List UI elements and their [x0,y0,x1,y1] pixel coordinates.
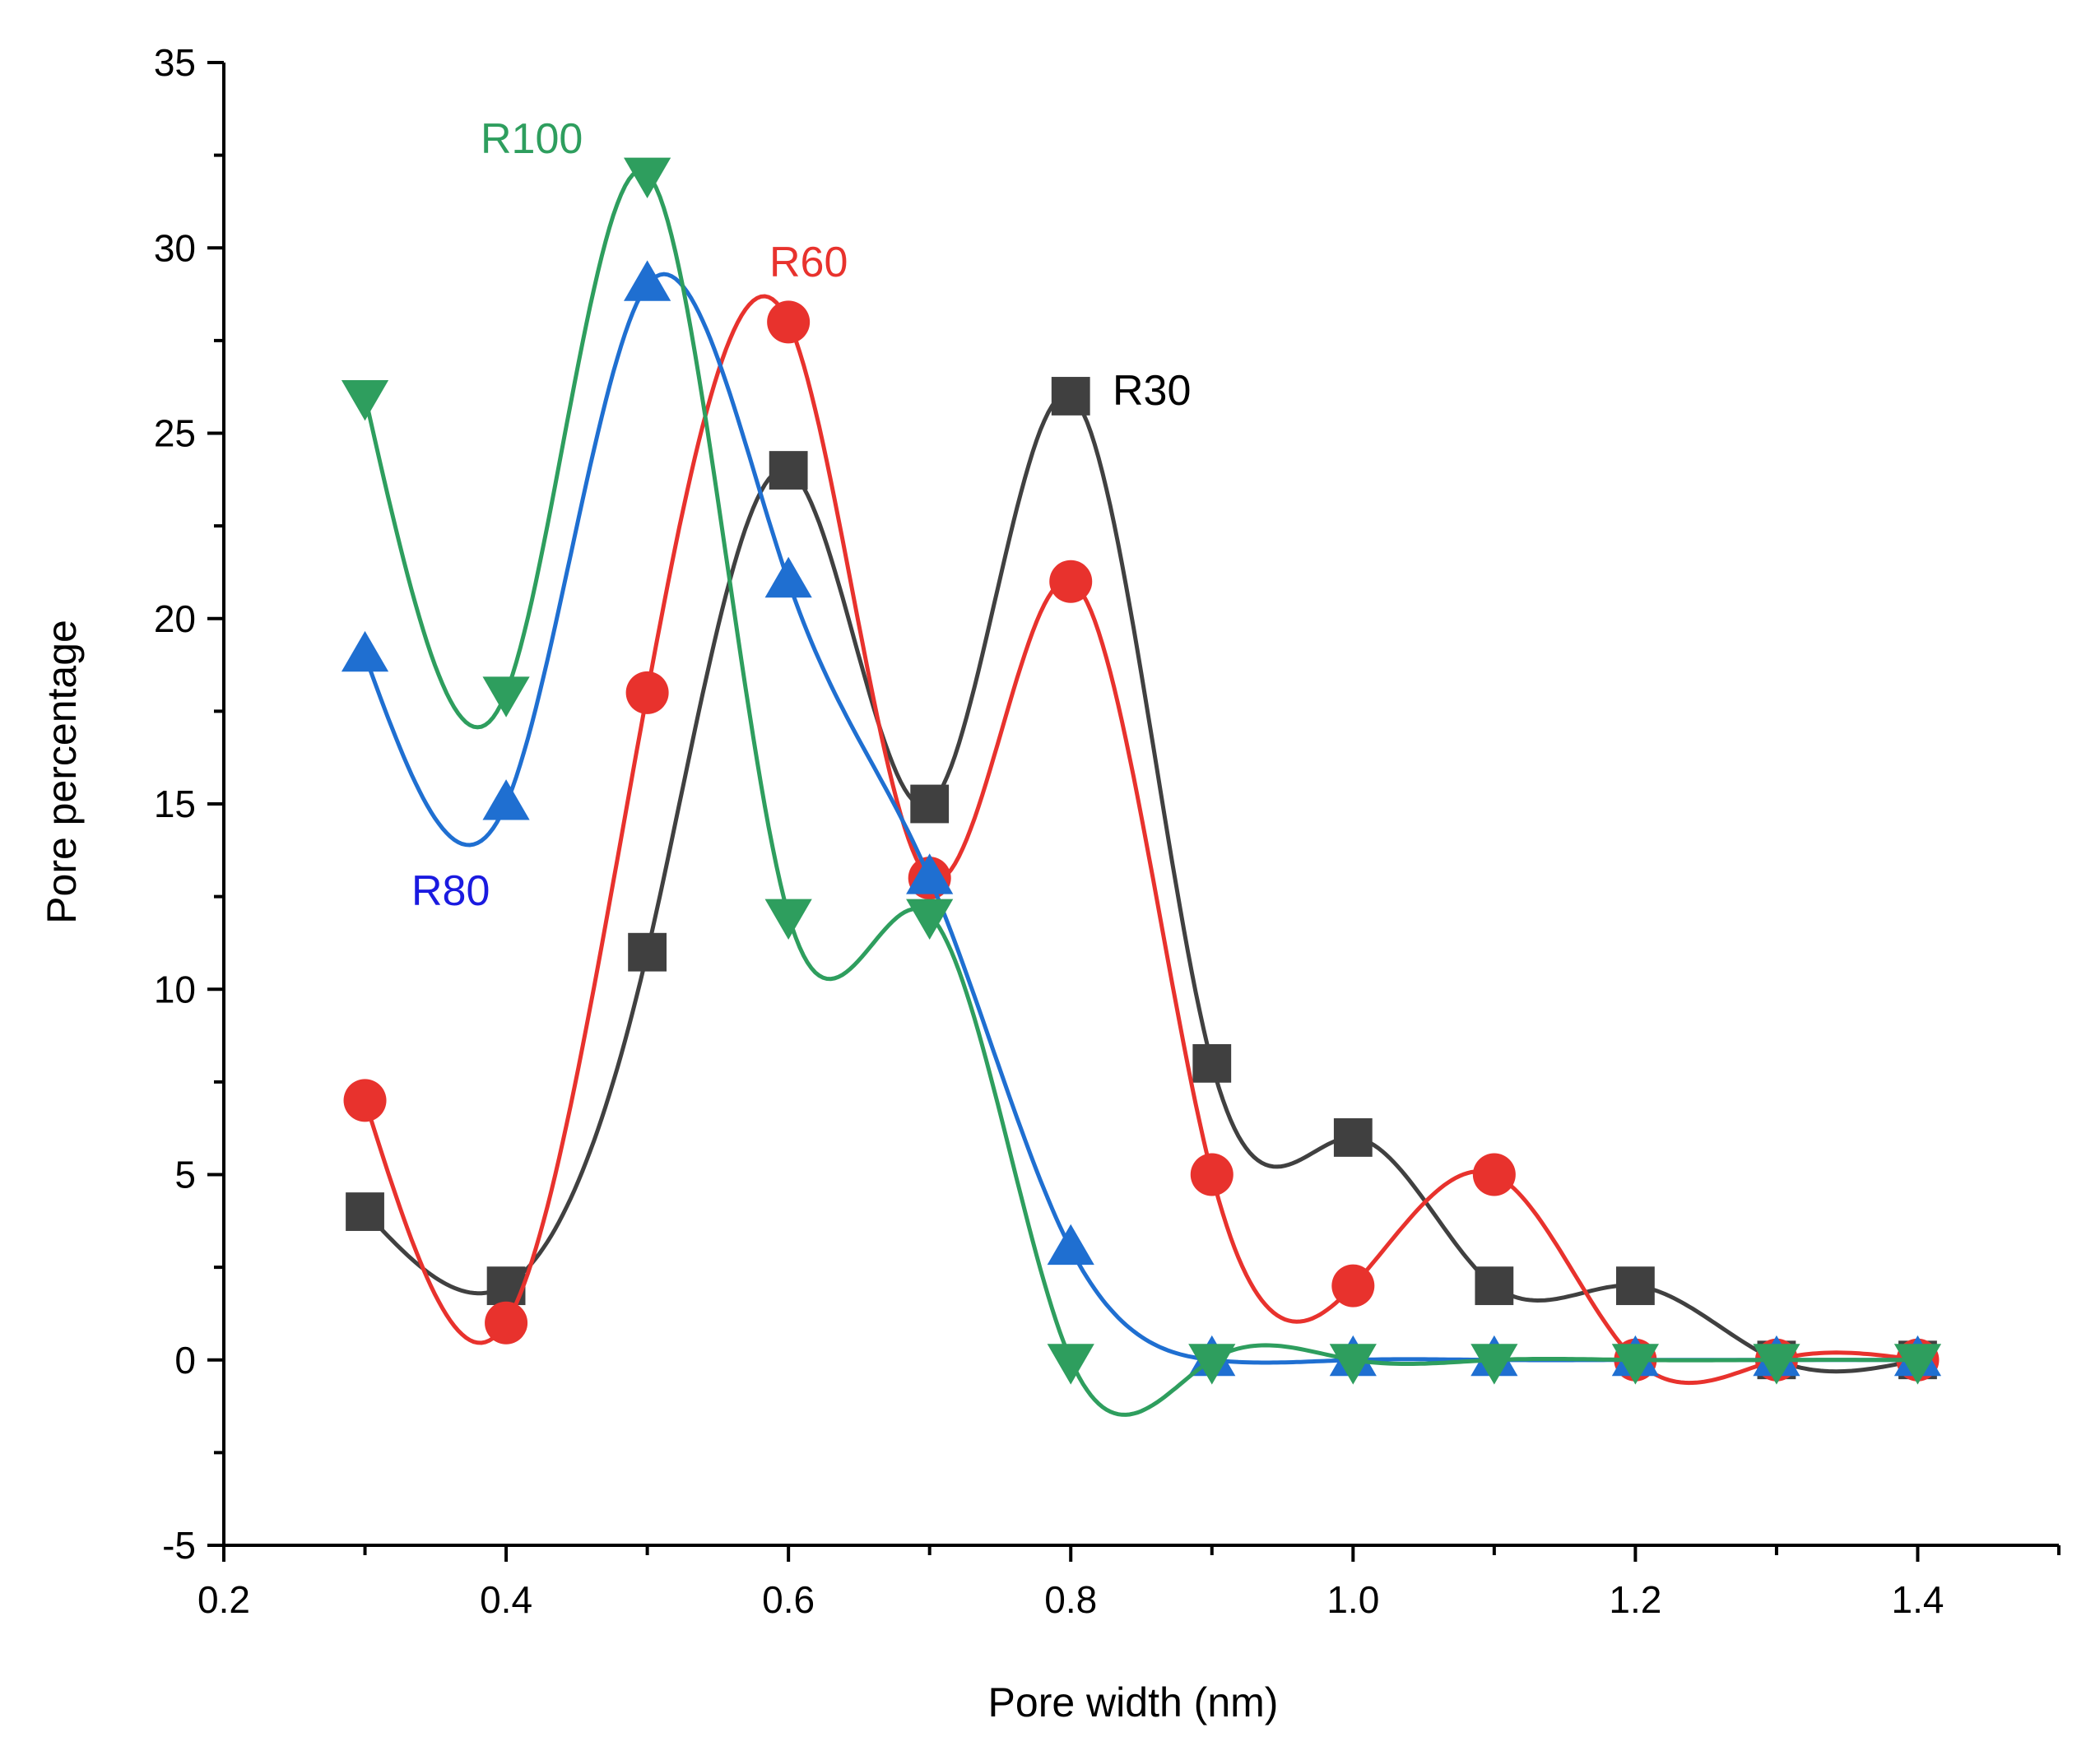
y-tick-label: 15 [154,783,196,825]
y-tick-label: 20 [154,597,196,640]
data-point-r60 [1331,1264,1375,1307]
data-point-r60 [1049,560,1093,603]
series-r60 [343,294,1940,1386]
data-point-r100 [1329,1344,1377,1385]
x-axis-title: Pore width (nm) [988,1679,1279,1725]
series-label-r60: R60 [769,239,848,286]
data-point-r30 [1475,1266,1514,1306]
data-point-r100 [341,379,389,421]
series-line-r100 [363,168,1918,1417]
x-tick-label: 0.8 [1044,1578,1097,1621]
data-point-r100 [1188,1344,1236,1385]
y-tick-label: 10 [154,968,196,1010]
data-point-r30 [1615,1266,1655,1306]
data-point-r30 [1192,1043,1232,1083]
data-point-r30 [1333,1118,1373,1157]
data-point-r100 [624,157,671,199]
x-tick-label: 0.6 [762,1578,815,1621]
data-point-r100 [1611,1344,1659,1385]
data-point-r100 [1753,1344,1800,1385]
series-r100 [341,157,1942,1417]
data-point-r30 [1051,377,1090,416]
data-point-r60 [343,1079,387,1122]
series-r30 [346,377,1937,1380]
y-tick-label: 25 [154,412,196,455]
data-point-r30 [769,451,808,490]
data-point-r100 [906,899,954,941]
data-point-r80 [624,260,671,301]
data-point-r30 [628,932,667,972]
y-tick-label: 5 [174,1154,196,1196]
series-label-r30: R30 [1113,367,1191,415]
data-point-r80 [906,853,954,894]
data-point-r80 [1047,1224,1094,1266]
data-point-r100 [482,676,530,718]
series-label-r100: R100 [481,115,583,163]
y-tick-label: -5 [162,1524,196,1567]
x-tick-label: 1.2 [1609,1578,1661,1621]
data-point-r80 [764,556,812,598]
data-point-r100 [1047,1344,1094,1385]
data-point-r30 [346,1192,384,1231]
x-tick-label: 1.4 [1891,1578,1944,1621]
data-point-r80 [341,630,389,672]
x-tick-label: 0.4 [480,1578,532,1621]
data-point-r100 [764,899,812,941]
data-point-r60 [485,1301,528,1345]
x-tick-label: 0.2 [197,1578,250,1621]
y-tick-label: 30 [154,226,196,269]
data-point-r60 [1190,1153,1234,1196]
y-tick-label: 0 [174,1339,196,1382]
data-point-r60 [767,300,811,344]
y-axis-title: Pore percentage [39,620,85,924]
x-tick-label: 1.0 [1326,1578,1379,1621]
data-point-r60 [1472,1153,1516,1196]
y-tick-label: 35 [154,41,196,84]
data-point-r100 [1893,1344,1942,1385]
series-layer [341,157,1942,1417]
series-label-r80: R80 [411,867,490,915]
series-line-r30 [363,392,1918,1374]
series-line-r60 [363,294,1918,1386]
data-point-r60 [625,671,669,714]
data-point-r80 [482,779,530,820]
axes-layer: 0.2 0.4 0.6 0.8 1.0 1.2 1.4 -5 0 5 10 15 20 25 30 35 [154,41,2061,1621]
data-point-r30 [910,784,950,824]
data-point-r100 [1470,1344,1518,1385]
